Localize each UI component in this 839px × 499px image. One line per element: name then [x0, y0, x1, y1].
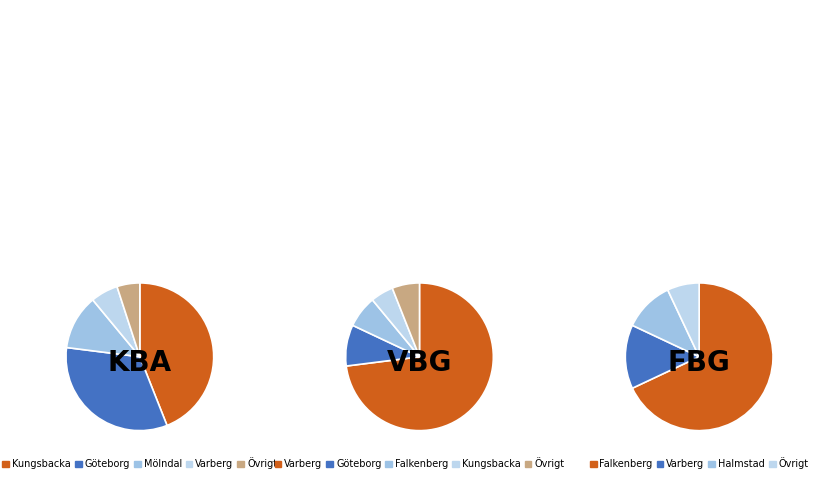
Wedge shape	[66, 347, 167, 431]
Wedge shape	[373, 288, 420, 357]
Text: VBG: VBG	[387, 349, 452, 377]
Wedge shape	[93, 286, 140, 357]
Wedge shape	[668, 283, 699, 357]
Wedge shape	[633, 283, 773, 431]
Wedge shape	[625, 325, 699, 388]
Wedge shape	[393, 283, 420, 357]
Legend: Falkenberg, Varberg, Halmstad, Övrigt: Falkenberg, Varberg, Halmstad, Övrigt	[589, 457, 810, 470]
Wedge shape	[633, 290, 699, 357]
Wedge shape	[66, 300, 140, 357]
Text: KBA: KBA	[107, 349, 172, 377]
Wedge shape	[346, 325, 420, 366]
Wedge shape	[352, 300, 420, 357]
Wedge shape	[347, 283, 493, 431]
Legend: Varberg, Göteborg, Falkenberg, Kungsbacka, Övrigt: Varberg, Göteborg, Falkenberg, Kungsback…	[274, 457, 565, 470]
Legend: Kungsbacka, Göteborg, Mölndal, Varberg, Övrigt: Kungsbacka, Göteborg, Mölndal, Varberg, …	[2, 457, 279, 470]
Wedge shape	[140, 283, 214, 426]
Wedge shape	[117, 283, 140, 357]
Text: FBG: FBG	[668, 349, 731, 377]
